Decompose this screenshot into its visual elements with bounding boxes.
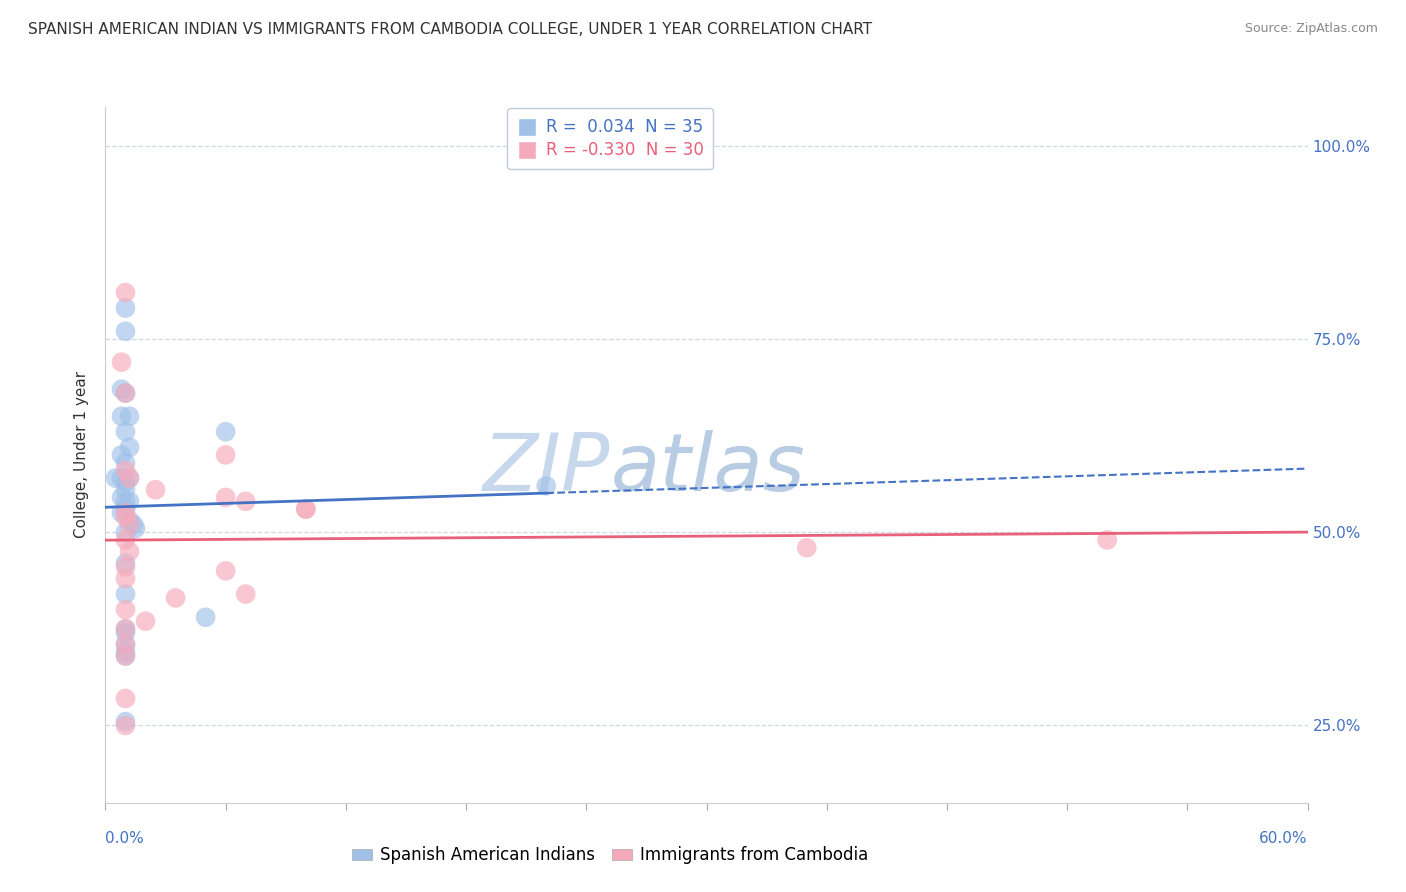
Point [110, 471, 132, 485]
Point [796, 541, 818, 555]
Point [114, 587, 136, 601]
Point [135, 614, 157, 628]
Text: 60.0%: 60.0% [1260, 830, 1308, 846]
Point [110, 491, 132, 505]
Point [114, 645, 136, 659]
Point [114, 691, 136, 706]
Point [194, 610, 217, 624]
Point [110, 382, 132, 396]
Point [534, 479, 557, 493]
Point [114, 483, 136, 497]
Point [114, 718, 136, 732]
Point [214, 564, 236, 578]
Point [114, 648, 136, 663]
Point [114, 425, 136, 439]
Point [214, 448, 236, 462]
Point [214, 491, 236, 505]
Point [118, 494, 141, 508]
Point [110, 448, 132, 462]
Point [114, 386, 136, 401]
Point [114, 463, 136, 477]
Point [114, 324, 136, 338]
Point [235, 587, 257, 601]
Point [124, 521, 146, 535]
Text: SPANISH AMERICAN INDIAN VS IMMIGRANTS FROM CAMBODIA COLLEGE, UNDER 1 YEAR CORREL: SPANISH AMERICAN INDIAN VS IMMIGRANTS FR… [28, 22, 872, 37]
Point [114, 572, 136, 586]
Legend: Spanish American Indians, Immigrants from Cambodia: Spanish American Indians, Immigrants fro… [346, 839, 876, 871]
Y-axis label: College, Under 1 year: College, Under 1 year [75, 371, 90, 539]
Point [1097, 533, 1119, 547]
Point [118, 471, 141, 485]
Point [110, 355, 132, 369]
Point [118, 514, 141, 528]
Point [114, 456, 136, 470]
Point [114, 602, 136, 616]
Point [114, 502, 136, 516]
Point [114, 509, 136, 524]
Point [145, 483, 167, 497]
Point [122, 517, 145, 532]
Point [114, 285, 136, 300]
Text: 0.0%: 0.0% [105, 830, 145, 846]
Text: Source: ZipAtlas.com: Source: ZipAtlas.com [1244, 22, 1378, 36]
Text: atlas: atlas [610, 430, 806, 508]
Point [114, 625, 136, 640]
Point [114, 386, 136, 401]
Point [114, 533, 136, 547]
Point [114, 301, 136, 315]
Point [295, 502, 318, 516]
Point [114, 475, 136, 489]
Point [114, 622, 136, 636]
Point [114, 556, 136, 570]
Point [110, 506, 132, 520]
Point [104, 471, 127, 485]
Point [114, 637, 136, 651]
Point [295, 502, 318, 516]
Point [118, 544, 141, 558]
Point [114, 525, 136, 540]
Point [110, 409, 132, 424]
Point [235, 494, 257, 508]
Point [118, 409, 141, 424]
Point [214, 425, 236, 439]
Point [114, 637, 136, 651]
Point [118, 517, 141, 532]
Text: ZIP: ZIP [484, 430, 610, 508]
Point [118, 440, 141, 454]
Point [114, 714, 136, 729]
Point [165, 591, 187, 605]
Point [118, 471, 141, 485]
Point [114, 648, 136, 663]
Point [114, 494, 136, 508]
Point [114, 506, 136, 520]
Point [114, 560, 136, 574]
Point [114, 622, 136, 636]
